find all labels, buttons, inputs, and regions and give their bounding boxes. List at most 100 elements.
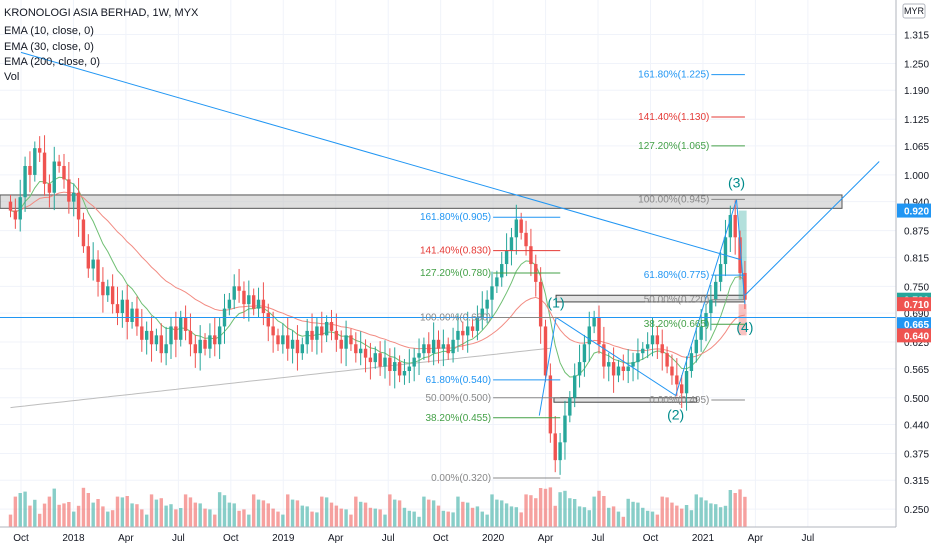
time-tick-label: Apr bbox=[538, 533, 554, 544]
volume-bar bbox=[582, 507, 587, 527]
volume-bar bbox=[723, 505, 728, 527]
time-tick-label: Oct bbox=[433, 533, 449, 544]
volume-bar bbox=[714, 504, 718, 527]
volume-bar bbox=[679, 508, 684, 527]
volume-bar bbox=[378, 509, 382, 527]
candle-body bbox=[631, 362, 635, 367]
candle-body bbox=[329, 321, 334, 331]
volume-bar bbox=[203, 508, 207, 527]
volume-bar bbox=[363, 502, 368, 527]
volume-bar bbox=[699, 497, 703, 527]
volume-bar bbox=[509, 506, 514, 527]
fib2-level-label: 50.00%(0.720) bbox=[644, 295, 710, 306]
price-badge bbox=[897, 297, 931, 312]
volume-bar bbox=[266, 503, 270, 527]
price-tick-label: 0.940 bbox=[904, 198, 929, 209]
volume-bar bbox=[660, 496, 664, 527]
candle-body bbox=[110, 286, 115, 305]
candle-body bbox=[636, 353, 640, 363]
volume-bar bbox=[67, 502, 71, 527]
ema-layer bbox=[10, 176, 746, 409]
volume-bar bbox=[417, 516, 421, 527]
candle-body bbox=[417, 353, 421, 358]
candle-body bbox=[125, 299, 129, 322]
candle-body bbox=[475, 317, 480, 331]
candle-body bbox=[689, 353, 694, 372]
candle-body bbox=[115, 304, 120, 314]
volume-bar bbox=[577, 506, 582, 527]
volume-bar bbox=[368, 507, 373, 527]
volume-bar bbox=[8, 514, 13, 527]
candle-body bbox=[290, 339, 295, 349]
volume-bar bbox=[358, 501, 363, 527]
candle-body bbox=[436, 339, 441, 349]
grid bbox=[0, 0, 896, 527]
volume-bar bbox=[174, 509, 178, 527]
volume-bar bbox=[480, 511, 484, 527]
volume-bar bbox=[72, 511, 76, 527]
candle-body bbox=[37, 148, 42, 153]
price-tick-label: 0.565 bbox=[904, 365, 929, 376]
volume-bar bbox=[631, 501, 635, 527]
candle-body bbox=[281, 335, 285, 345]
candle-body bbox=[723, 237, 728, 265]
candle-body bbox=[504, 250, 509, 265]
candle-body bbox=[704, 313, 708, 327]
fib2-level-label: 38.20%(0.665) bbox=[644, 319, 710, 330]
fib2-level-label: 100.00%(0.945) bbox=[638, 194, 709, 205]
candle-body bbox=[18, 197, 22, 220]
candle-body bbox=[203, 339, 207, 349]
volume-bar bbox=[694, 494, 698, 527]
price-badge bbox=[897, 203, 931, 218]
price-tick-label: 1.190 bbox=[904, 86, 929, 97]
volume-bar bbox=[344, 509, 348, 527]
volume-bar bbox=[256, 499, 261, 527]
volume-bar bbox=[553, 505, 557, 527]
price-badge-label: 0.710 bbox=[904, 300, 929, 311]
candle-body bbox=[149, 330, 154, 345]
candle-body bbox=[266, 313, 270, 327]
volume-bar bbox=[538, 488, 543, 527]
ema10-line bbox=[10, 176, 746, 378]
candle-body bbox=[431, 339, 436, 354]
candle-body bbox=[665, 353, 669, 367]
candle-body bbox=[645, 344, 650, 349]
candle-body bbox=[373, 353, 377, 363]
volume-bar bbox=[402, 507, 407, 527]
volume-bar bbox=[407, 510, 412, 527]
volume-bar bbox=[495, 499, 499, 527]
breakout-line bbox=[744, 161, 880, 296]
volume-bar bbox=[441, 510, 446, 527]
candle-body bbox=[47, 183, 52, 193]
volume-bar bbox=[310, 511, 314, 527]
time-tick-label: Jul bbox=[801, 533, 814, 544]
time-tick-label: Apr bbox=[748, 533, 764, 544]
candle-body bbox=[397, 362, 402, 376]
candle-body bbox=[208, 335, 212, 349]
volume-bar bbox=[334, 505, 339, 527]
candle-body bbox=[358, 348, 363, 354]
price-tick-label: 1.250 bbox=[904, 59, 929, 70]
volume-bar bbox=[592, 496, 596, 527]
candle-body bbox=[42, 152, 47, 184]
price-tick-label: 0.690 bbox=[904, 309, 929, 320]
candle-body bbox=[402, 371, 407, 376]
price-tick-label: 0.875 bbox=[904, 227, 929, 238]
volume-bar bbox=[237, 510, 241, 527]
candle-body bbox=[650, 335, 655, 345]
volume-bar bbox=[213, 514, 217, 527]
legend-volume: Vol bbox=[4, 71, 20, 83]
volume-bar bbox=[626, 498, 630, 527]
volume-bar bbox=[475, 506, 480, 527]
volume-bar bbox=[271, 508, 275, 527]
target-box bbox=[738, 210, 747, 300]
volume-bar bbox=[490, 494, 494, 527]
volume-bar bbox=[154, 499, 159, 527]
ema200-line bbox=[10, 347, 551, 409]
candle-body bbox=[368, 357, 373, 363]
price-tick-label: 0.315 bbox=[904, 476, 929, 487]
candle-body bbox=[242, 290, 246, 305]
volume-bar bbox=[412, 511, 416, 527]
